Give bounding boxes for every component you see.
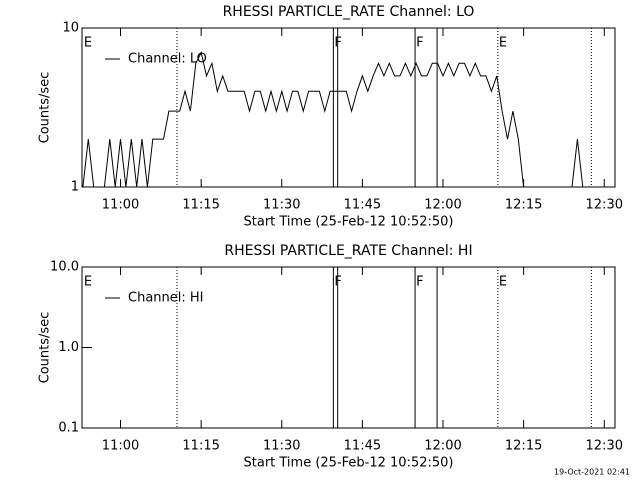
event-label: E — [499, 36, 507, 51]
legend-label: Channel: HI — [128, 291, 204, 306]
x-tick-label: 12:00 — [424, 439, 461, 454]
y-tick-label: 0.1 — [58, 421, 79, 436]
x-tick-label: 12:15 — [505, 198, 542, 213]
event-label: E — [84, 36, 92, 51]
footer: 19-Oct-2021 02:41 — [554, 468, 630, 477]
x-axis-label: Start Time (25-Feb-12 10:52:50) — [244, 456, 454, 471]
y-tick-label: 10 — [62, 21, 79, 36]
event-label: E — [84, 275, 92, 290]
x-tick-label: 11:15 — [182, 198, 219, 213]
y-tick-label: 1.0 — [58, 340, 79, 355]
y-tick-label: 1 — [71, 180, 79, 195]
chart-title: RHESSI PARTICLE_RATE Channel: HI — [224, 243, 472, 259]
x-tick-label: 11:45 — [344, 439, 381, 454]
x-tick-label: 11:15 — [182, 439, 219, 454]
x-tick-label: 12:00 — [424, 198, 461, 213]
data-line — [82, 51, 584, 188]
event-label: E — [499, 275, 507, 290]
chart-title: RHESSI PARTICLE_RATE Channel: LO — [223, 4, 475, 20]
event-label: F — [416, 36, 423, 51]
y-axis-label: Counts/sec — [38, 312, 53, 384]
x-tick-label: 11:00 — [102, 198, 139, 213]
y-tick-label: 10.0 — [50, 260, 79, 275]
event-label: F — [416, 275, 423, 290]
x-tick-label: 11:30 — [263, 198, 300, 213]
legend-label: Channel: LO — [128, 52, 207, 67]
x-tick-label: 12:30 — [586, 439, 623, 454]
x-axis-label: Start Time (25-Feb-12 10:52:50) — [244, 215, 454, 230]
x-tick-label: 11:30 — [263, 439, 300, 454]
x-tick-label: 11:00 — [102, 439, 139, 454]
y-axis-label: Counts/sec — [38, 72, 53, 144]
x-tick-label: 11:45 — [344, 198, 381, 213]
plot-frame — [81, 27, 616, 188]
x-tick-label: 12:30 — [586, 198, 623, 213]
x-tick-label: 12:15 — [505, 439, 542, 454]
